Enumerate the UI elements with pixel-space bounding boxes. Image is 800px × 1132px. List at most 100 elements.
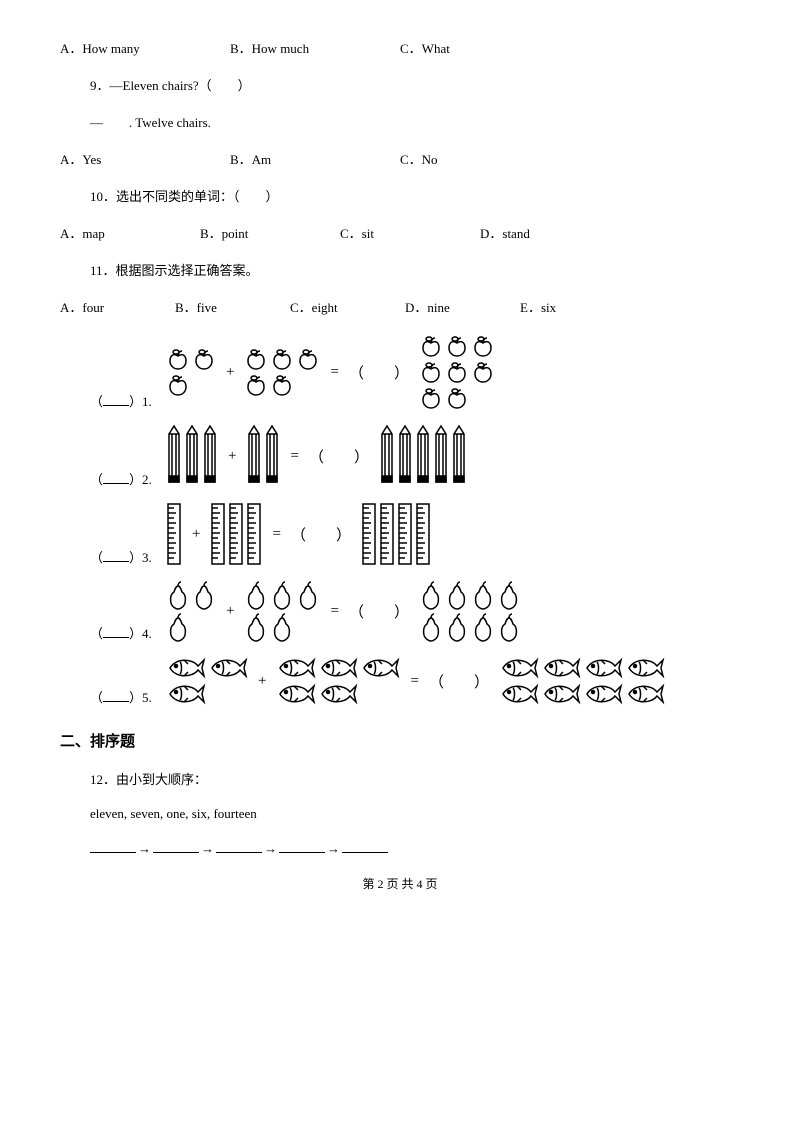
equals-symbol: = <box>330 364 338 381</box>
pear-icon <box>166 580 190 610</box>
apple-icon <box>471 334 495 358</box>
paren-answer: （ ） <box>349 601 409 622</box>
apple-icon <box>166 373 190 397</box>
fish-icon <box>276 682 316 706</box>
pear-group <box>166 580 216 642</box>
option-b: B．five <box>175 297 290 316</box>
option-c: C．eight <box>290 297 405 316</box>
option-e: E．six <box>520 297 635 316</box>
option-c: C．No <box>400 149 570 168</box>
equals-symbol: = <box>330 603 338 620</box>
pear-icon <box>419 612 443 642</box>
fish-icon <box>541 682 581 706</box>
option-b: B．How much <box>230 38 400 57</box>
blank <box>279 840 325 853</box>
section-title-2: 二、排序题 <box>60 730 740 751</box>
option-a: A．four <box>60 297 175 316</box>
equals-symbol: = <box>410 673 418 690</box>
pear-group <box>419 580 521 642</box>
ruler-group <box>166 502 182 566</box>
pear-icon <box>497 612 521 642</box>
q11-rows: （）1.+=（ ）（）2.+=（ ）（）3.+=（ ）（）4.+=（ ）（）5.… <box>60 334 740 706</box>
fish-icon <box>583 656 623 680</box>
answer-blank: （）4. <box>90 623 160 642</box>
pencil-group <box>379 424 467 488</box>
q11-row: （）5.+=（ ） <box>90 656 740 706</box>
apple-icon <box>270 373 294 397</box>
paren-answer: （ ） <box>349 362 409 383</box>
ruler-group <box>361 502 431 566</box>
answer-blank: （）3. <box>90 547 160 566</box>
q11-row: （）1.+=（ ） <box>90 334 740 410</box>
fish-icon <box>499 682 539 706</box>
fish-icon <box>276 656 316 680</box>
fish-group <box>276 656 400 706</box>
plus-symbol: + <box>192 526 200 543</box>
q12-blanks: →→→→ <box>90 840 740 857</box>
pencil-icon <box>246 424 262 488</box>
pear-icon <box>244 580 268 610</box>
fish-icon <box>318 682 358 706</box>
option-a: A．Yes <box>60 149 230 168</box>
fish-icon <box>499 656 539 680</box>
pencil-icon <box>397 424 413 488</box>
plus-symbol: + <box>226 364 234 381</box>
q-prev-options: A．How many B．How much C．What <box>60 38 740 57</box>
apple-icon <box>166 347 190 371</box>
pear-icon <box>445 580 469 610</box>
pear-icon <box>270 612 294 642</box>
apple-group <box>419 334 495 410</box>
pencil-group <box>166 424 218 488</box>
pencil-group <box>246 424 280 488</box>
q11-label: 11．根据图示选择正确答案。 <box>90 260 740 279</box>
option-c: C．What <box>400 38 570 57</box>
pear-icon <box>244 612 268 642</box>
fish-icon <box>541 656 581 680</box>
blank <box>342 840 388 853</box>
pencil-icon <box>379 424 395 488</box>
fish-icon <box>318 656 358 680</box>
pencil-icon <box>184 424 200 488</box>
q11-row: （）4. + = （ ） <box>90 580 740 642</box>
pear-icon <box>296 580 320 610</box>
blank <box>153 840 199 853</box>
arrow-icon: → <box>327 841 340 857</box>
blank <box>216 840 262 853</box>
answer-blank: （）5. <box>90 687 160 706</box>
pear-icon <box>192 580 216 610</box>
pencil-icon <box>433 424 449 488</box>
option-d: D．nine <box>405 297 520 316</box>
apple-icon <box>445 386 469 410</box>
ruler-icon <box>210 502 226 566</box>
fish-icon <box>208 656 248 680</box>
apple-group <box>166 347 216 397</box>
q9-label: 9．—Eleven chairs?（ ） <box>90 75 740 94</box>
pear-group <box>244 580 320 642</box>
page-footer: 第 2 页 共 4 页 <box>60 875 740 892</box>
ruler-icon <box>379 502 395 566</box>
ruler-icon <box>415 502 431 566</box>
fish-icon <box>360 656 400 680</box>
pear-icon <box>497 580 521 610</box>
q12-words: eleven, seven, one, six, fourteen <box>90 806 740 822</box>
pear-icon <box>166 612 190 642</box>
option-a: A．How many <box>60 38 230 57</box>
plus-symbol: + <box>226 603 234 620</box>
apple-icon <box>445 360 469 384</box>
apple-icon <box>296 347 320 371</box>
pear-icon <box>471 580 495 610</box>
q10-label: 10．选出不同类的单词：（ ） <box>90 186 740 205</box>
q10-options: A．map B．point C．sit D．stand <box>60 223 740 242</box>
arrow-icon: → <box>264 841 277 857</box>
pencil-icon <box>451 424 467 488</box>
apple-icon <box>244 373 268 397</box>
pear-icon <box>445 612 469 642</box>
pear-icon <box>270 580 294 610</box>
apple-icon <box>419 334 443 358</box>
answer-blank: （）2. <box>90 469 160 488</box>
apple-icon <box>192 347 216 371</box>
apple-icon <box>270 347 294 371</box>
apple-group <box>244 347 320 397</box>
pencil-icon <box>166 424 182 488</box>
plus-symbol: + <box>258 673 266 690</box>
